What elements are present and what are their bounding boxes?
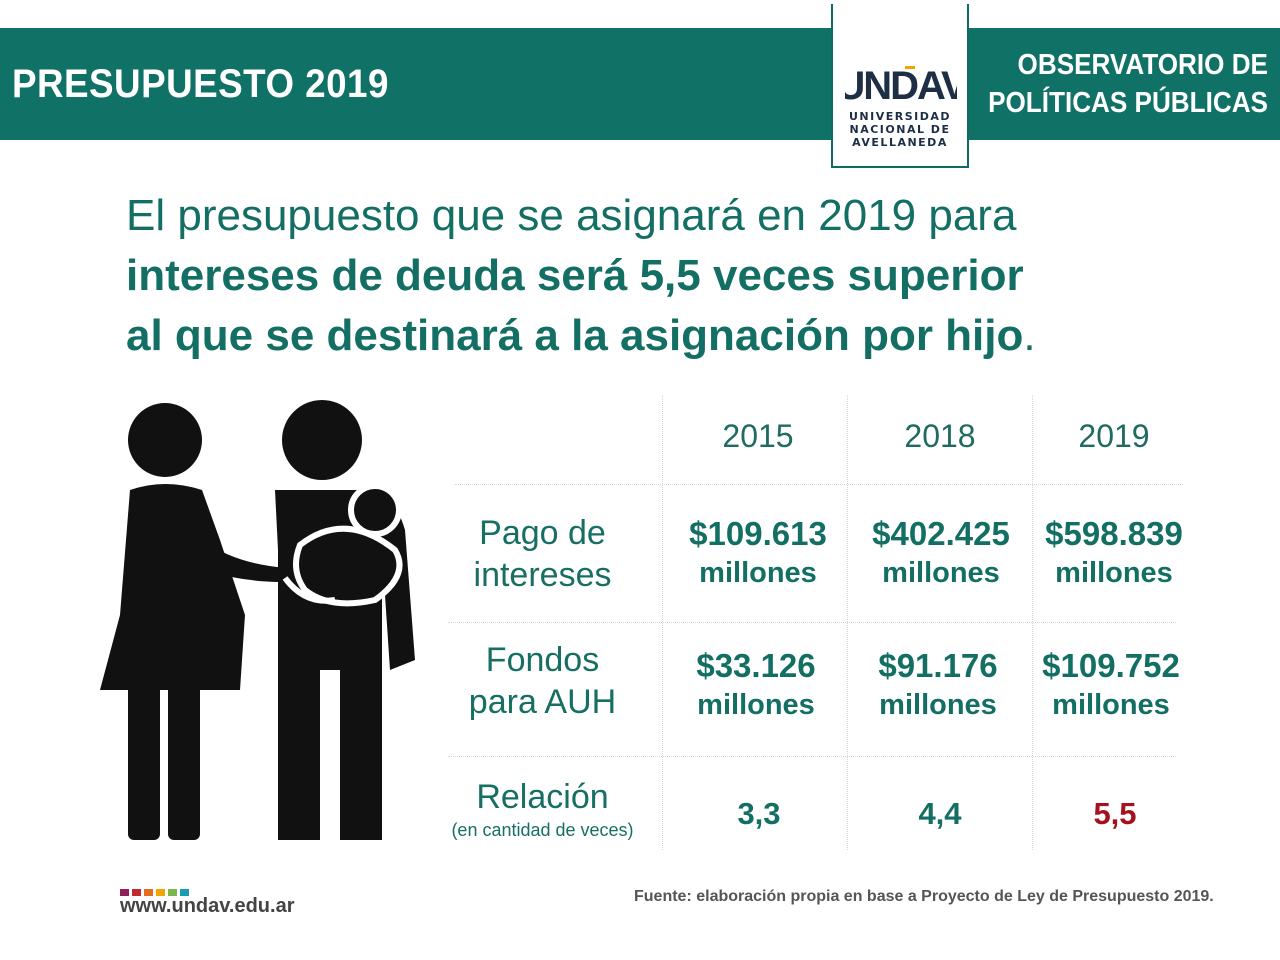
year-header-2015: 2015 [722,418,794,454]
table-cell: $91.176 millones [848,646,1028,724]
cell-amount: $402.425 [872,515,1010,552]
row-label-line: Pago de [479,514,606,552]
ratio-sublabel: (en cantidad de veces) [451,820,634,840]
color-dot [168,889,177,896]
row-label-line: Fondos [485,641,600,679]
cell-unit: millones [879,689,997,721]
logo-text: UNDAV [845,64,957,104]
row-label-relacion: Relación (en cantidad de veces) [450,776,635,842]
headline: El presupuesto que se asignará en 2019 p… [126,186,1206,366]
table-cell: $109.613 millones [668,514,848,592]
headline-line-1: El presupuesto que se asignará en 2019 p… [126,191,1017,240]
row-label-line: para AUH [468,683,617,721]
undav-logo: UNDAV UNIVERSIDAD NACIONAL DE AVELLANEDA [831,4,969,168]
table-cell: $402.425 millones [851,514,1031,592]
color-dot [132,889,141,896]
cell-amount: $598.839 [1045,515,1183,552]
observatorio-title: OBSERVATORIO DE POLÍTICAS PÚBLICAS [988,46,1268,122]
cell-amount: $33.126 [696,647,816,684]
row-label-line: intereses [473,556,612,594]
year-header-2018: 2018 [904,418,976,454]
row-label-intereses: Pago de intereses [450,512,635,596]
ratio-value-2018: 4,4 [918,796,962,831]
cell-amount: $109.752 [1042,647,1180,684]
headline-period: . [1023,311,1036,360]
ratio-label: Relación [476,778,609,816]
color-dot [144,889,153,896]
logo-accent [905,66,915,69]
family-with-baby-icon [100,400,415,840]
table-cell: $109.752 millones [1021,646,1201,724]
cell-unit: millones [882,557,1000,589]
website-link[interactable]: www.undav.edu.ar [120,895,295,917]
grid-line [455,484,1183,485]
color-dot [180,889,189,896]
source-note: Fuente: elaboración propia en base a Pro… [634,888,1214,905]
logo-subtitle: UNIVERSIDAD NACIONAL DE AVELLANEDA [833,110,967,149]
table-cell: $598.839 millones [1024,514,1204,592]
logo-sub-line-2: NACIONAL DE [849,123,951,136]
cell-amount: $109.613 [689,515,827,552]
undav-logo-mark: UNDAV [845,64,957,104]
ratio-value-2019: 5,5 [1093,796,1137,831]
observatorio-line-2: POLÍTICAS PÚBLICAS [988,87,1268,119]
table-cell: $33.126 millones [666,646,846,724]
grid-line [448,622,1176,623]
cell-unit: millones [699,557,817,589]
headline-line-3: al que se destinará a la asignación por … [126,311,1024,360]
year-header-2019: 2019 [1078,418,1150,454]
logo-sub-line-1: UNIVERSIDAD [848,110,952,123]
color-dot [120,889,129,896]
observatorio-line-1: OBSERVATORIO DE [1017,49,1268,81]
cell-unit: millones [1052,689,1170,721]
color-dots [120,883,192,901]
cell-amount: $91.176 [878,647,998,684]
cell-unit: millones [697,689,815,721]
logo-sub-line-3: AVELLANEDA [852,136,948,149]
header-banner [0,28,1280,140]
grid-line [448,756,1176,757]
ratio-value-2015: 3,3 [737,796,781,831]
row-label-auh: Fondos para AUH [450,639,635,723]
headline-line-2: intereses de deuda será 5,5 veces superi… [126,251,1024,300]
cell-unit: millones [1055,557,1173,589]
page-title: PRESUPUESTO 2019 [12,62,389,106]
color-dot [156,889,165,896]
